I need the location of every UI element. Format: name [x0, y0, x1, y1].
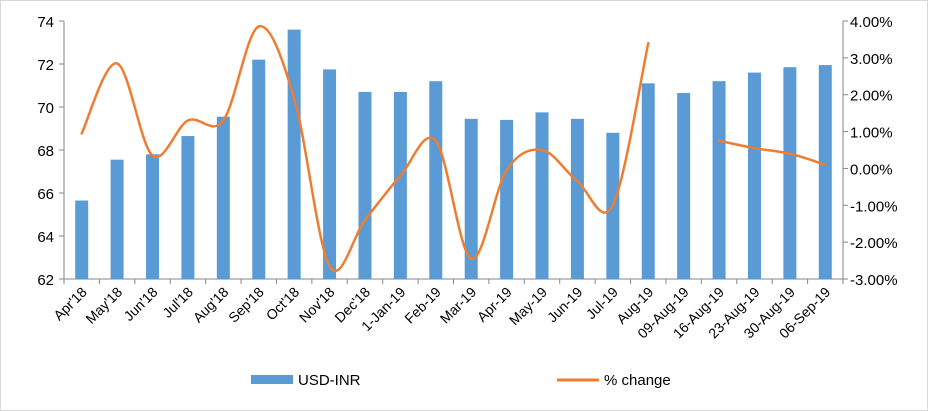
y-right-tick-label: 3.00% — [850, 51, 893, 68]
y-right-tick-label: -3.00% — [850, 272, 898, 289]
y-right-tick-label: -1.00% — [850, 198, 898, 215]
line-segment — [717, 139, 827, 166]
bar — [323, 69, 337, 279]
y-right-tick-label: -2.00% — [850, 235, 898, 252]
bar — [747, 72, 761, 279]
y-right-tick-label: 1.00% — [850, 125, 893, 142]
bar — [358, 91, 372, 279]
bar — [75, 200, 89, 279]
bar — [500, 119, 514, 280]
y-left-tick-label: 70 — [37, 100, 54, 117]
bar — [216, 116, 230, 279]
y-right-tick-label: 0.00% — [850, 161, 893, 178]
bar — [712, 81, 726, 279]
y-left-tick-label: 66 — [37, 186, 54, 203]
x-tick-label: Feb-19 — [401, 284, 444, 327]
x-tick-label: Mar-19 — [437, 284, 480, 327]
y-left-tick-label: 72 — [37, 57, 54, 74]
bar — [641, 83, 655, 279]
x-tick-label: Jun-19 — [544, 284, 586, 326]
bar — [181, 136, 195, 279]
y-right-tick-label: 2.00% — [850, 88, 893, 105]
legend: USD-INR % change — [251, 372, 671, 389]
y-left-tick-label: 74 — [37, 14, 54, 31]
bar — [818, 65, 832, 279]
bar — [429, 81, 443, 279]
x-tick-label: Aug'18 — [190, 284, 232, 326]
bar — [393, 91, 407, 279]
x-tick-label: May-19 — [506, 284, 550, 328]
legend-label-percent-change: % change — [604, 372, 671, 389]
legend-label-usd-inr: USD-INR — [298, 372, 361, 389]
x-tick-label: Jun'18 — [120, 284, 160, 324]
line-series-percent-change — [80, 25, 827, 272]
x-tick-label: Oct'18 — [263, 284, 303, 324]
bar — [287, 29, 301, 279]
bar — [783, 67, 797, 279]
bar — [570, 118, 584, 279]
bar — [535, 112, 549, 279]
bar — [110, 159, 124, 279]
legend-swatch-usd-inr — [251, 375, 293, 384]
x-tick-label: Nov'18 — [296, 284, 338, 326]
y-right-tick-label: 4.00% — [850, 14, 893, 31]
y-left-tick-label: 62 — [37, 272, 54, 289]
bar — [146, 154, 160, 279]
x-tick-label: Sep'18 — [225, 284, 267, 326]
bar — [252, 59, 266, 280]
y-left-tick-label: 68 — [37, 143, 54, 160]
bar-series-usd-inr — [75, 29, 832, 280]
y-left-tick-label: 64 — [37, 229, 54, 246]
x-tick-label: May'18 — [82, 284, 125, 327]
line-segment — [80, 25, 650, 272]
bar — [677, 93, 691, 280]
bar — [464, 118, 478, 279]
axes — [59, 20, 848, 284]
